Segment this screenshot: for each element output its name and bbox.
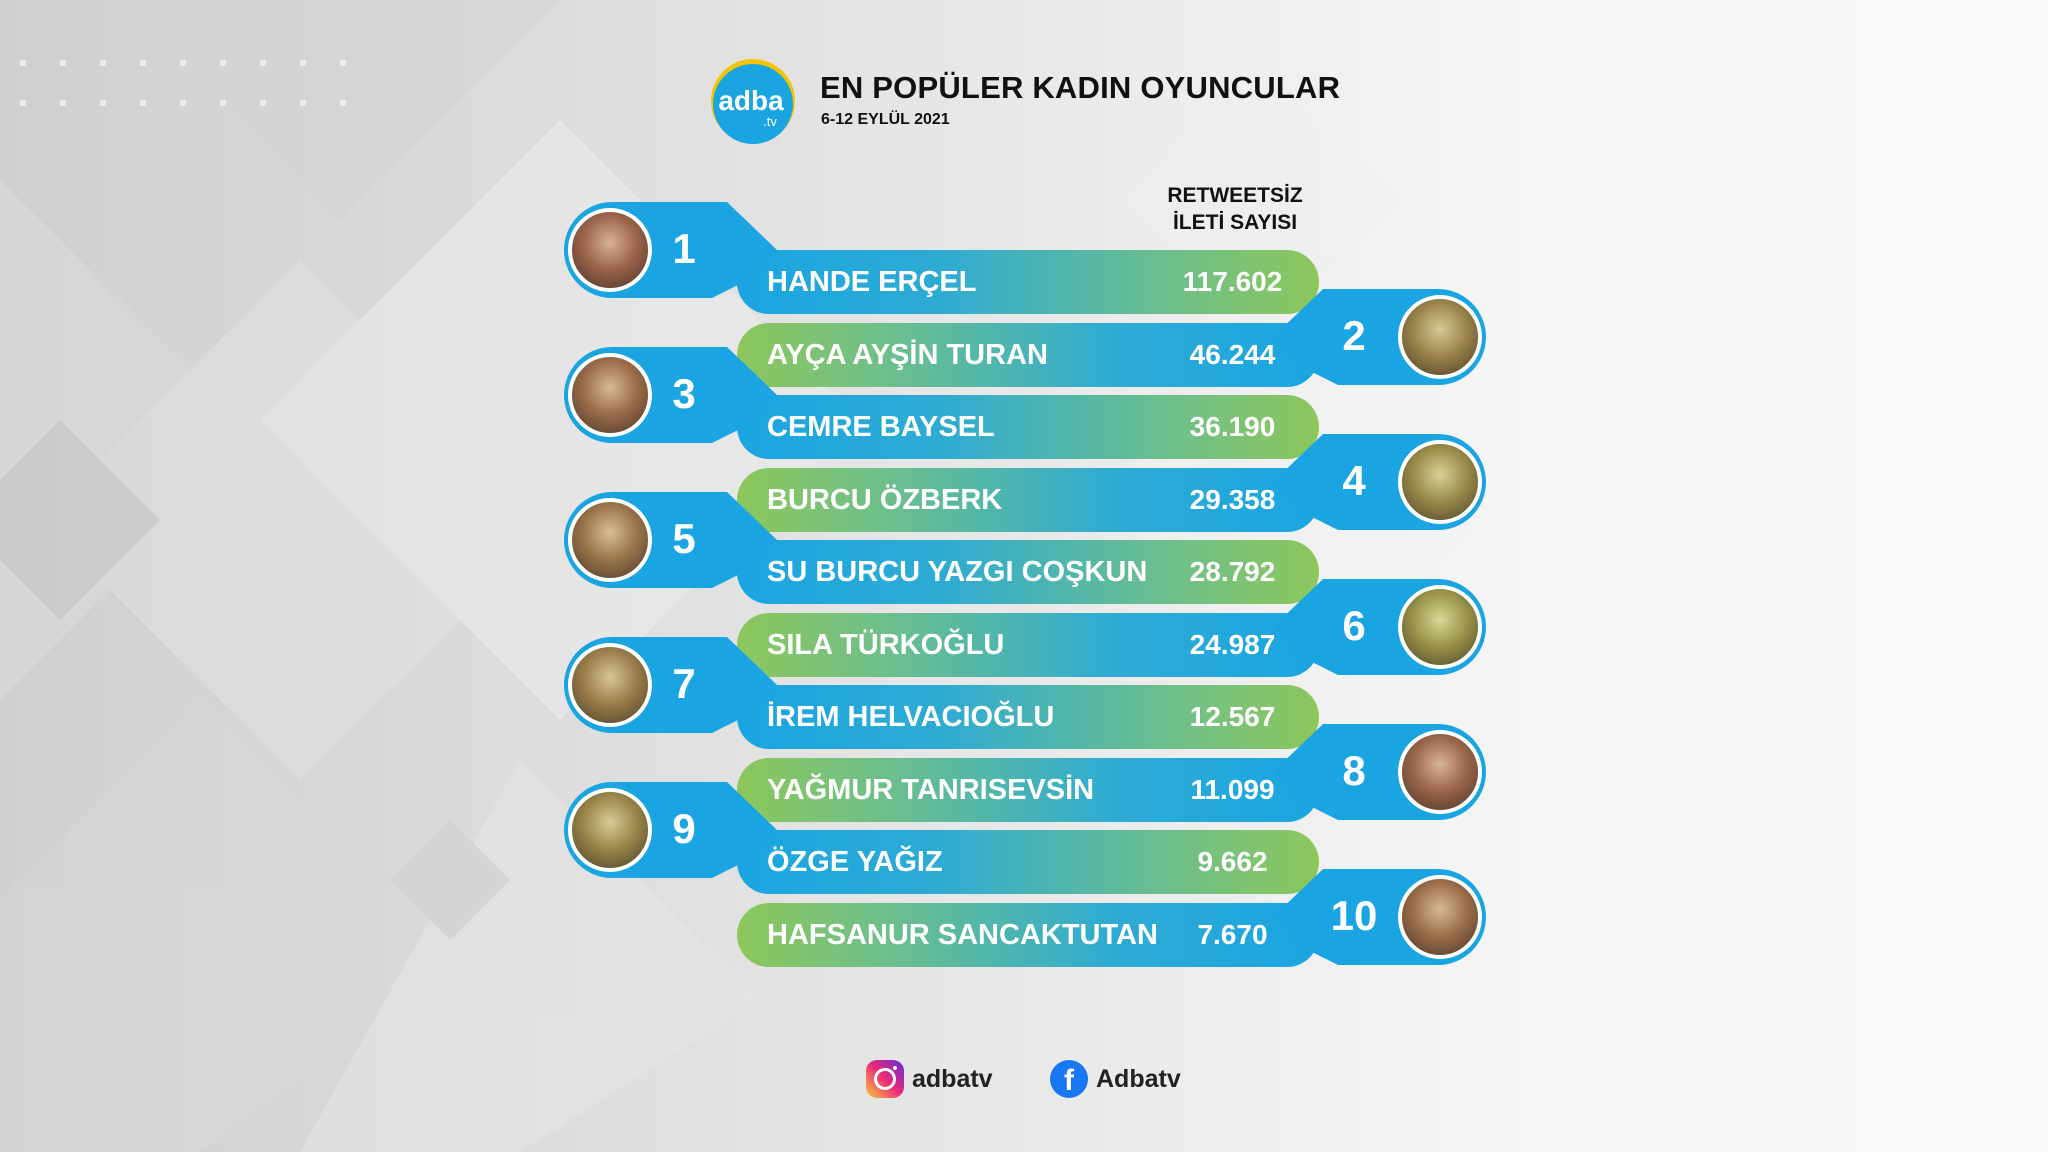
rank-badge: 6: [1228, 577, 1488, 677]
actress-name: İREM HELVACIOĞLU: [767, 701, 1055, 733]
post-count: 24.987: [1189, 629, 1276, 660]
post-count: 12.567: [1189, 701, 1276, 732]
footer: adbatv f Adbatv: [0, 1052, 2048, 1102]
rank-number: 9: [672, 805, 696, 852]
column-header-line1: RETWEETSİZ: [1167, 184, 1303, 207]
rank-badge: 3: [562, 345, 822, 445]
rank-badge: 1: [562, 200, 822, 300]
actress-avatar: [568, 788, 652, 872]
actress-name: HAFSANUR SANCAKTUTAN: [767, 919, 1158, 951]
rank-badge: 4: [1228, 432, 1488, 532]
post-count: 36.190: [1189, 411, 1276, 442]
rank-number: 8: [1342, 747, 1366, 794]
ranking-bar: [737, 323, 1319, 387]
instagram-icon: [866, 1060, 904, 1098]
rank-badge: 9: [562, 780, 822, 880]
adba-logo: adba .tv: [711, 59, 795, 144]
rank-badge: 8: [1228, 722, 1488, 822]
page-title: EN POPÜLER KADIN OYUNCULAR: [820, 70, 1341, 105]
actress-avatar: [1398, 585, 1482, 669]
instagram-link[interactable]: adbatv: [866, 1060, 993, 1098]
post-count: 29.358: [1189, 484, 1276, 515]
post-count: 117.602: [1182, 266, 1283, 297]
ranking-bar: [737, 685, 1319, 749]
post-count: 46.244: [1189, 339, 1276, 370]
rank-number: 3: [672, 370, 696, 417]
rank-badge: 7: [562, 635, 822, 735]
actress-avatar: [1398, 295, 1482, 379]
actress-avatar: [568, 643, 652, 727]
rank-badge: 2: [1228, 287, 1488, 387]
page-subtitle: 6-12 EYLÜL 2021: [821, 111, 950, 128]
facebook-icon: f: [1050, 1060, 1088, 1098]
actress-avatar: [568, 353, 652, 437]
rank-number: 6: [1342, 602, 1366, 649]
actress-name: CEMRE BAYSEL: [767, 411, 995, 443]
post-count: 9.662: [1197, 846, 1268, 877]
actress-name: AYÇA AYŞİN TURAN: [767, 339, 1048, 371]
actress-name: BURCU ÖZBERK: [767, 484, 1003, 516]
ranking-bar: [737, 613, 1319, 677]
column-header-line2: İLETİ SAYISI: [1172, 211, 1298, 234]
rank-number: 1: [672, 225, 696, 272]
rank-number: 7: [672, 660, 696, 707]
post-count: 11.099: [1190, 774, 1275, 805]
rank-number: 2: [1342, 312, 1366, 359]
rank-number: 10: [1330, 892, 1378, 939]
actress-name: HANDE ERÇEL: [767, 266, 977, 298]
rank-badge: 5: [562, 490, 822, 590]
actress-avatar: [568, 498, 652, 582]
ranking-bar: [737, 758, 1319, 822]
instagram-handle: adbatv: [912, 1064, 993, 1093]
ranking-bar: [737, 468, 1319, 532]
header: adba .tv EN POPÜLER KADIN OYUNCULAR 6-12…: [710, 56, 1410, 146]
rank-badge: 10: [1228, 867, 1488, 967]
actress-name: ÖZGE YAĞIZ: [767, 846, 943, 878]
svg-text:.tv: .tv: [763, 114, 777, 129]
actress-name: SU BURCU YAZGI COŞKUN: [767, 556, 1148, 588]
ranking-bar: [737, 903, 1319, 967]
svg-text:adba: adba: [718, 85, 784, 116]
actress-name: SILA TÜRKOĞLU: [767, 629, 1005, 661]
actress-avatar: [1398, 730, 1482, 814]
ranking-bar: [737, 250, 1319, 314]
actress-avatar: [568, 208, 652, 292]
rank-number: 4: [1342, 457, 1366, 504]
ranking-bar: [737, 395, 1319, 459]
actress-name: YAĞMUR TANRISEVSİN: [767, 774, 1095, 806]
ranking-bar: [737, 830, 1319, 894]
facebook-handle: Adbatv: [1096, 1064, 1181, 1093]
post-count: 7.670: [1197, 919, 1268, 950]
actress-avatar: [1398, 875, 1482, 959]
post-count: 28.792: [1189, 556, 1276, 587]
actress-avatar: [1398, 440, 1482, 524]
facebook-link[interactable]: f Adbatv: [1050, 1060, 1181, 1098]
column-header: RETWEETSİZ İLETİ SAYISI: [1135, 182, 1335, 236]
rank-number: 5: [672, 515, 696, 562]
ranking-bar: [737, 540, 1319, 604]
